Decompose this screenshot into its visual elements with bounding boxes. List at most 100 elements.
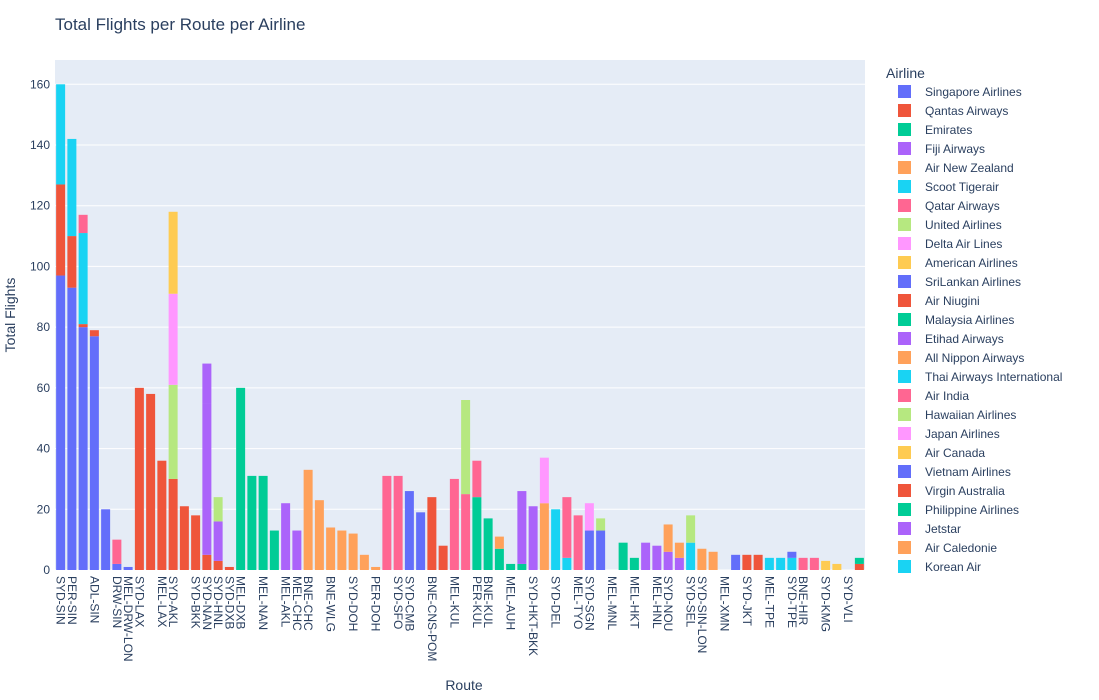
bar[interactable] bbox=[686, 542, 696, 570]
bar[interactable] bbox=[697, 548, 707, 570]
legend-item[interactable]: Delta Air Lines bbox=[898, 237, 1002, 251]
bar[interactable] bbox=[348, 533, 358, 570]
bar[interactable] bbox=[742, 554, 752, 570]
bar[interactable] bbox=[168, 211, 178, 294]
bar[interactable] bbox=[854, 563, 864, 570]
bar[interactable] bbox=[236, 387, 246, 570]
bar[interactable] bbox=[202, 363, 212, 404]
bar[interactable] bbox=[798, 557, 808, 570]
bar[interactable] bbox=[78, 214, 88, 234]
bar[interactable] bbox=[483, 518, 493, 570]
bar[interactable] bbox=[371, 566, 381, 570]
legend-item[interactable]: Air Niugini bbox=[898, 294, 980, 308]
bar[interactable] bbox=[168, 478, 178, 570]
bar[interactable] bbox=[528, 506, 538, 570]
legend-item[interactable]: Scoot Tigerair bbox=[898, 180, 999, 194]
legend-item[interactable]: United Airlines bbox=[898, 218, 1002, 232]
bar[interactable] bbox=[337, 530, 347, 570]
bar[interactable] bbox=[404, 491, 414, 570]
bar[interactable] bbox=[146, 393, 156, 570]
bar[interactable] bbox=[832, 563, 842, 570]
bar[interactable] bbox=[663, 524, 673, 552]
legend-item[interactable]: Air New Zealand bbox=[898, 161, 1014, 175]
legend-item[interactable]: Hawaiian Airlines bbox=[898, 408, 1016, 422]
bar[interactable] bbox=[562, 557, 572, 570]
bar[interactable] bbox=[67, 287, 77, 570]
bar[interactable] bbox=[359, 554, 369, 570]
bar[interactable] bbox=[472, 497, 482, 570]
bar[interactable] bbox=[461, 494, 471, 570]
bar[interactable] bbox=[179, 506, 189, 570]
bar[interactable] bbox=[247, 475, 257, 570]
legend-item[interactable]: Philippine Airlines bbox=[898, 503, 1019, 517]
bar[interactable] bbox=[494, 548, 504, 570]
bar[interactable] bbox=[539, 457, 549, 504]
legend-item[interactable]: Singapore Airlines bbox=[898, 85, 1022, 99]
bar[interactable] bbox=[326, 527, 336, 571]
legend-item[interactable]: American Airlines bbox=[898, 256, 1018, 270]
legend-item[interactable]: Air India bbox=[898, 389, 969, 403]
bar[interactable] bbox=[708, 551, 718, 570]
bar[interactable] bbox=[753, 554, 763, 570]
bar[interactable] bbox=[562, 497, 572, 558]
bar[interactable] bbox=[449, 478, 459, 570]
bar[interactable] bbox=[674, 542, 684, 558]
bar[interactable] bbox=[168, 384, 178, 479]
bar[interactable] bbox=[168, 293, 178, 385]
bar[interactable] bbox=[191, 515, 201, 570]
bar[interactable] bbox=[281, 503, 291, 570]
legend-item[interactable]: Jetstar bbox=[898, 522, 961, 536]
bar[interactable] bbox=[123, 566, 133, 570]
bar[interactable] bbox=[78, 324, 88, 328]
bar[interactable] bbox=[438, 545, 448, 570]
bar[interactable] bbox=[314, 500, 324, 570]
bar[interactable] bbox=[269, 530, 279, 570]
bar[interactable] bbox=[78, 327, 88, 570]
bar[interactable] bbox=[202, 403, 212, 555]
legend-item[interactable]: Korean Air bbox=[898, 560, 981, 574]
bar[interactable] bbox=[213, 497, 223, 522]
bar[interactable] bbox=[821, 560, 831, 570]
bar[interactable] bbox=[427, 497, 437, 570]
bar[interactable] bbox=[787, 551, 797, 558]
bar[interactable] bbox=[56, 184, 66, 276]
bar[interactable] bbox=[854, 557, 864, 564]
bar[interactable] bbox=[596, 530, 606, 570]
bar[interactable] bbox=[112, 539, 122, 564]
legend-item[interactable]: Vietnam Airlines bbox=[898, 465, 1011, 479]
bar[interactable] bbox=[303, 469, 313, 570]
bar[interactable] bbox=[213, 560, 223, 570]
legend-item[interactable]: Virgin Australia bbox=[898, 484, 1005, 498]
bar[interactable] bbox=[539, 503, 549, 570]
bar[interactable] bbox=[618, 542, 628, 570]
legend-item[interactable]: Qatar Airways bbox=[898, 199, 1000, 213]
bar[interactable] bbox=[809, 557, 819, 570]
bar[interactable] bbox=[686, 515, 696, 543]
bar[interactable] bbox=[641, 542, 651, 570]
legend-item[interactable]: Etihad Airways bbox=[898, 332, 1004, 346]
bar[interactable] bbox=[382, 475, 392, 570]
legend-item[interactable]: Air Canada bbox=[898, 446, 985, 460]
legend[interactable]: Airline Singapore Airlines Qantas Airways… bbox=[886, 65, 1062, 574]
bar[interactable] bbox=[89, 330, 99, 337]
bar[interactable] bbox=[731, 554, 741, 570]
bar[interactable] bbox=[258, 475, 268, 570]
bar[interactable] bbox=[787, 557, 797, 570]
legend-item[interactable]: Japan Airlines bbox=[898, 427, 1000, 441]
bar[interactable] bbox=[393, 475, 403, 570]
bar[interactable] bbox=[663, 551, 673, 570]
bar[interactable] bbox=[776, 557, 786, 570]
bar[interactable] bbox=[596, 518, 606, 531]
bar[interactable] bbox=[89, 336, 99, 570]
legend-item[interactable]: All Nippon Airways bbox=[898, 351, 1024, 365]
bar[interactable] bbox=[67, 138, 77, 237]
bar[interactable] bbox=[506, 563, 516, 570]
bar[interactable] bbox=[494, 536, 504, 549]
bar[interactable] bbox=[67, 236, 77, 288]
bar[interactable] bbox=[101, 509, 111, 570]
bar[interactable] bbox=[202, 554, 212, 570]
bar[interactable] bbox=[292, 530, 302, 570]
bar[interactable] bbox=[134, 387, 144, 570]
legend-item[interactable]: SriLankan Airlines bbox=[898, 275, 1021, 289]
bar[interactable] bbox=[224, 566, 234, 570]
